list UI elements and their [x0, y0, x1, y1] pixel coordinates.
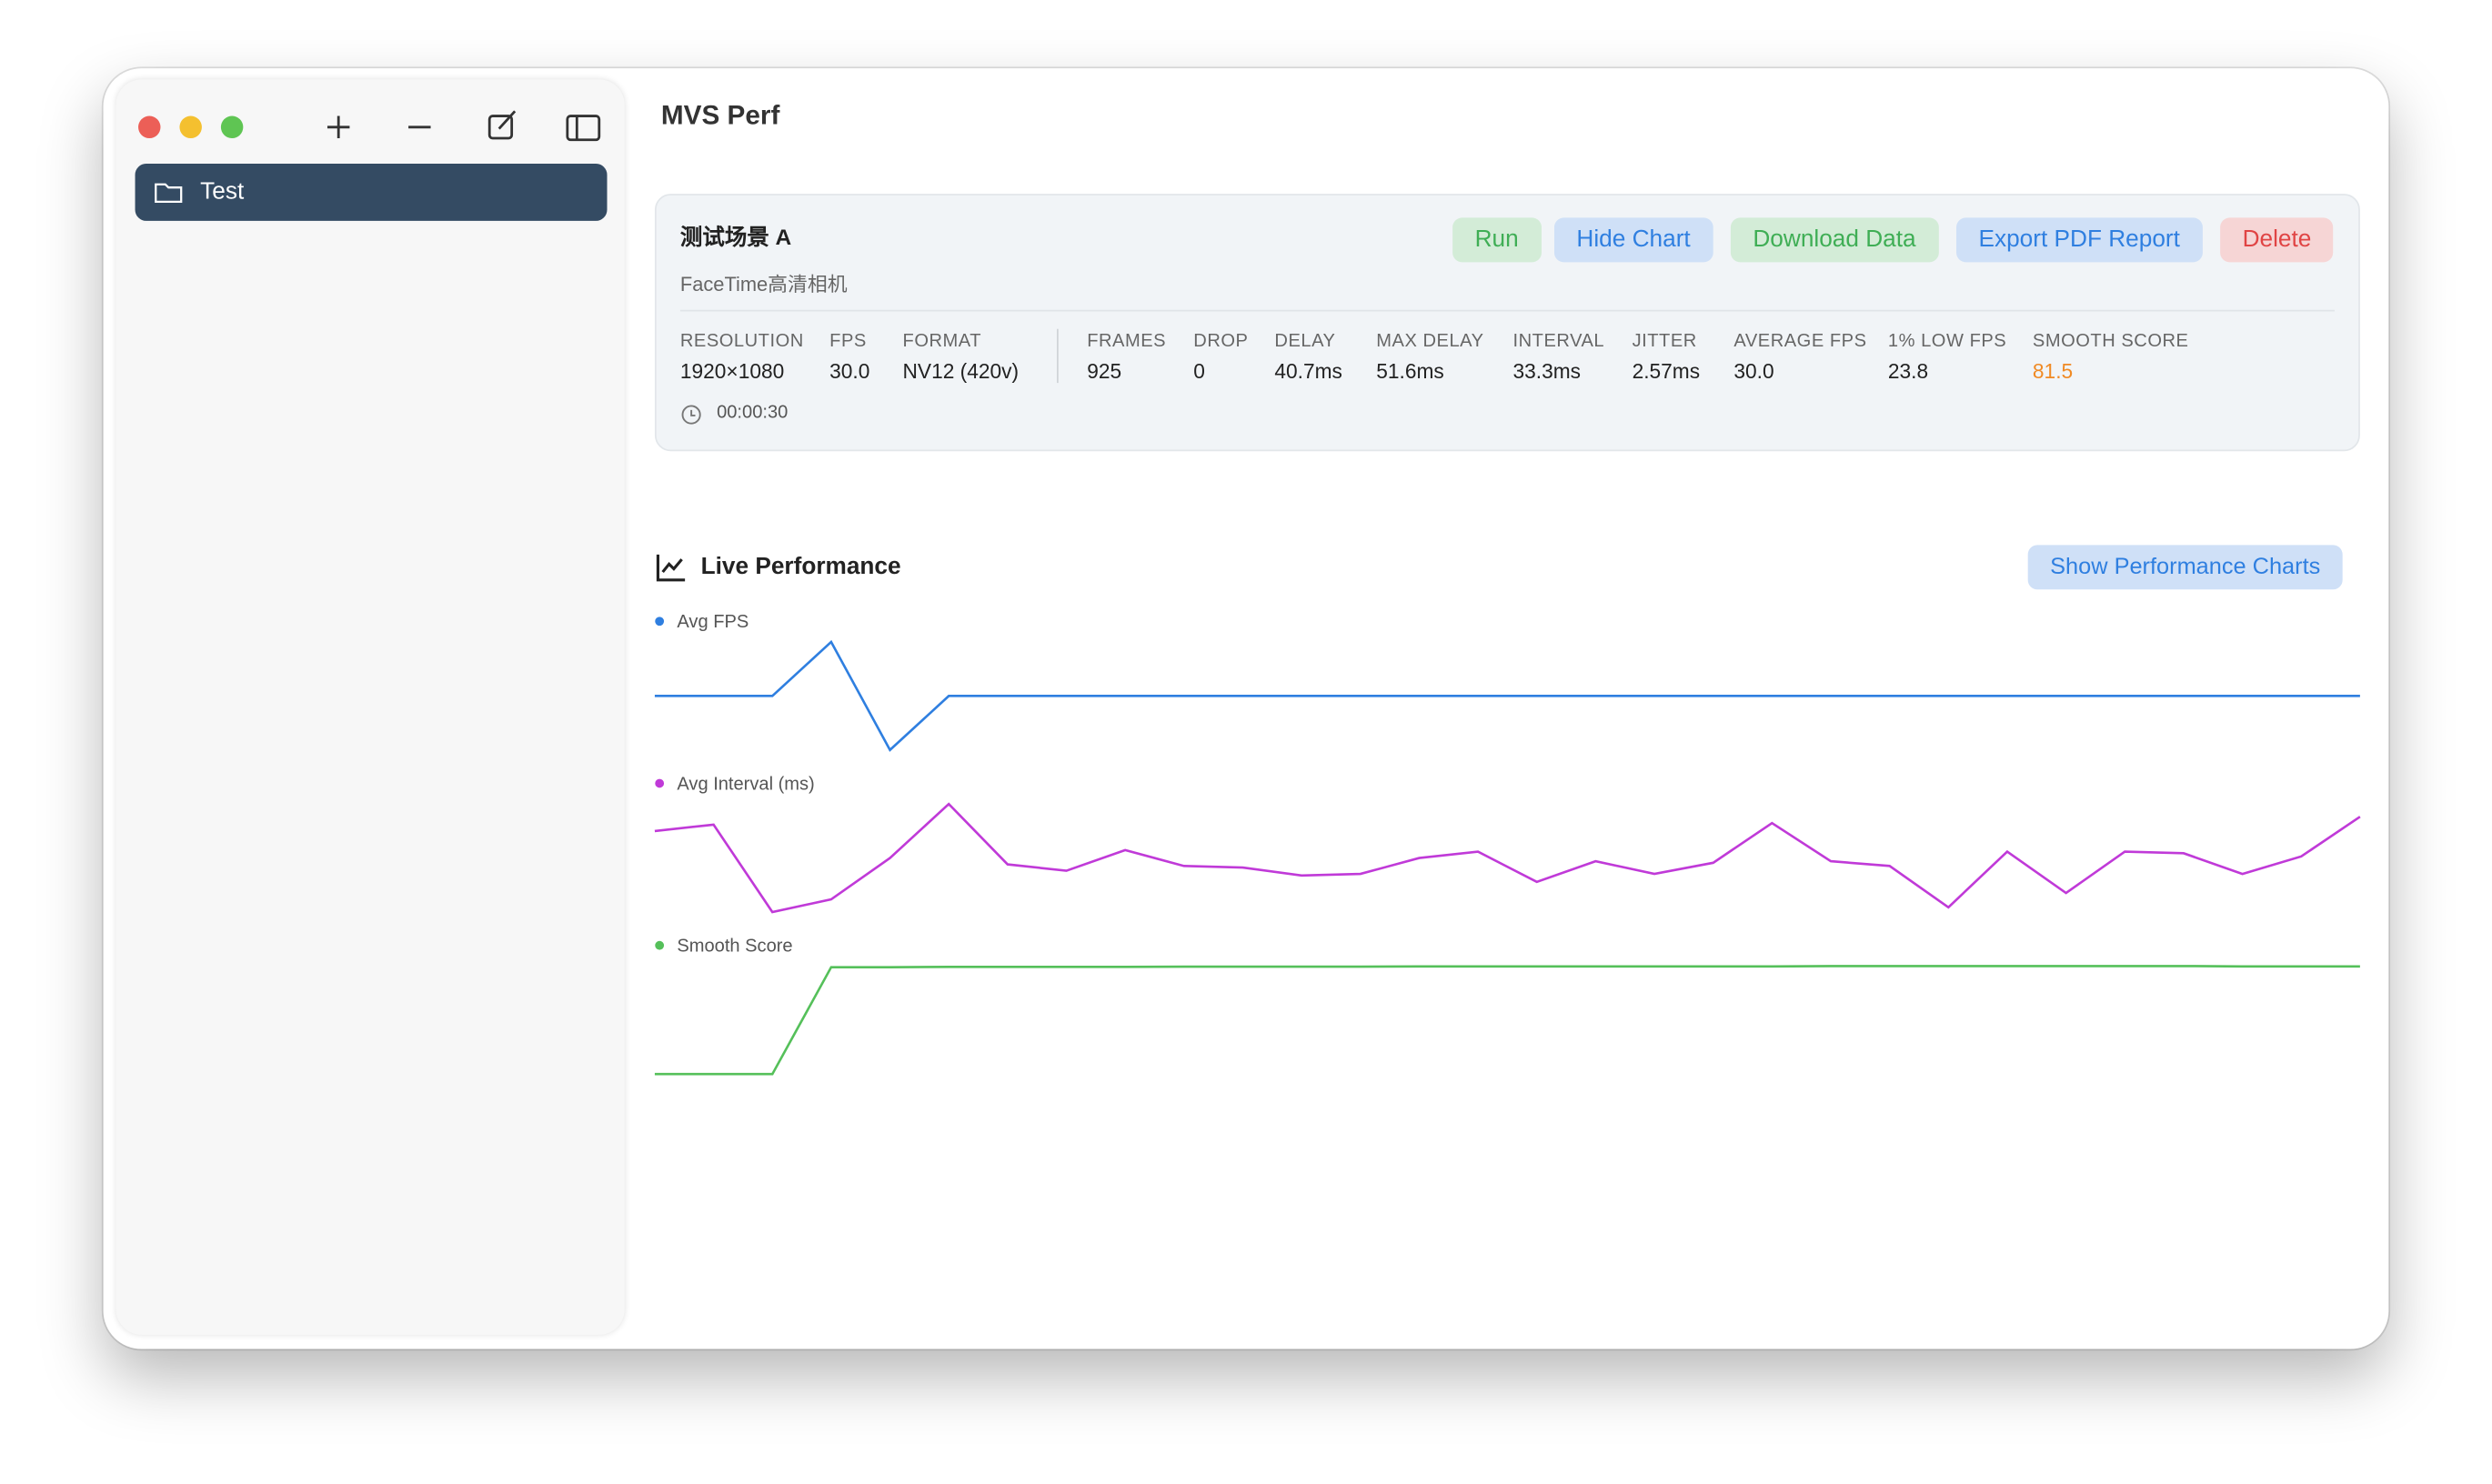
zoom-button[interactable]: [220, 115, 244, 139]
stat-label: DROP: [1193, 332, 1249, 352]
run-button[interactable]: Run: [1452, 217, 1542, 263]
hide-chart-button[interactable]: Hide Chart: [1553, 217, 1713, 263]
stat-value: 51.6ms: [1376, 358, 1444, 384]
sparkline: [654, 965, 2360, 1076]
toolbar-icons: [327, 110, 601, 142]
clock-icon: [681, 405, 701, 425]
section-title: Live Performance: [700, 553, 901, 580]
stat-label: FORMAT: [902, 332, 982, 352]
legend-dot: [655, 617, 665, 627]
export-button[interactable]: Export PDF Report: [1956, 217, 2203, 263]
close-button[interactable]: [138, 115, 161, 139]
minimize-button[interactable]: [179, 115, 202, 139]
stat-label: FRAMES: [1087, 332, 1167, 352]
stat-label: INTERVAL: [1512, 332, 1605, 352]
stat-value: 30.0: [829, 358, 870, 384]
legend-dot: [655, 940, 665, 950]
sparkline: [654, 802, 2361, 914]
divider: [1057, 328, 1059, 384]
chart-icon: [656, 554, 686, 582]
add-icon[interactable]: [327, 115, 350, 139]
device-name: FaceTime高清相机: [679, 273, 848, 296]
stat-label: RESOLUTION: [679, 332, 804, 352]
compose-icon[interactable]: [487, 110, 517, 140]
stat-value: 1920×1080: [679, 358, 785, 384]
folder-icon: [155, 183, 183, 204]
legend-label: Avg Interval (ms): [677, 774, 814, 794]
stat-label: 1% LOW FPS: [1887, 332, 2007, 352]
stat-label: SMOOTH SCORE: [2032, 332, 2189, 352]
sparklines: Avg FPS Avg Interval (ms) Smooth Score: [654, 612, 2361, 1076]
delete-button[interactable]: Delete: [2220, 217, 2334, 263]
window: Test MVS Perf 测试场景 A FaceTime高清相机 Run Hi…: [103, 68, 2389, 1349]
stat-label: FPS: [829, 332, 867, 352]
stat-label: AVERAGE FPS: [1733, 332, 1867, 352]
stat-label: JITTER: [1632, 332, 1697, 352]
stat-value: 23.8: [1887, 358, 1929, 384]
sidebar: Test: [116, 79, 625, 1335]
stat-value: 2.57ms: [1632, 358, 1701, 384]
stat-value: 30.0: [1733, 358, 1774, 384]
app-title: MVS Perf: [660, 100, 780, 131]
stat-value: 33.3ms: [1512, 358, 1582, 384]
divider: [679, 309, 2335, 312]
sidebar-item[interactable]: Test: [135, 163, 608, 221]
sidebar-item-label: Test: [200, 177, 245, 206]
stat-label: MAX DELAY: [1376, 332, 1484, 352]
show-charts-button[interactable]: Show Performance Charts: [2027, 545, 2343, 590]
sidebar-icon[interactable]: [566, 115, 601, 142]
stat-value: 40.7ms: [1274, 358, 1342, 384]
stat-label: DELAY: [1274, 332, 1336, 352]
stat-value: 925: [1087, 358, 1122, 384]
legend-dot: [655, 778, 665, 788]
scenario-card: 测试场景 A FaceTime高清相机 Run Hide Chart Downl…: [654, 194, 2360, 452]
stat-value: 81.5: [2032, 358, 2074, 384]
legend-label: Smooth Score: [677, 937, 792, 957]
stat-value: NV12 (420v): [902, 358, 1020, 384]
sparkline: [654, 639, 2360, 752]
legend-label: Avg FPS: [677, 612, 749, 632]
scenario-name: 测试场景 A: [679, 224, 792, 250]
stat-value: 0: [1193, 358, 1205, 384]
duration: 00:00:30: [717, 403, 789, 423]
download-button[interactable]: Download Data: [1730, 217, 1939, 263]
